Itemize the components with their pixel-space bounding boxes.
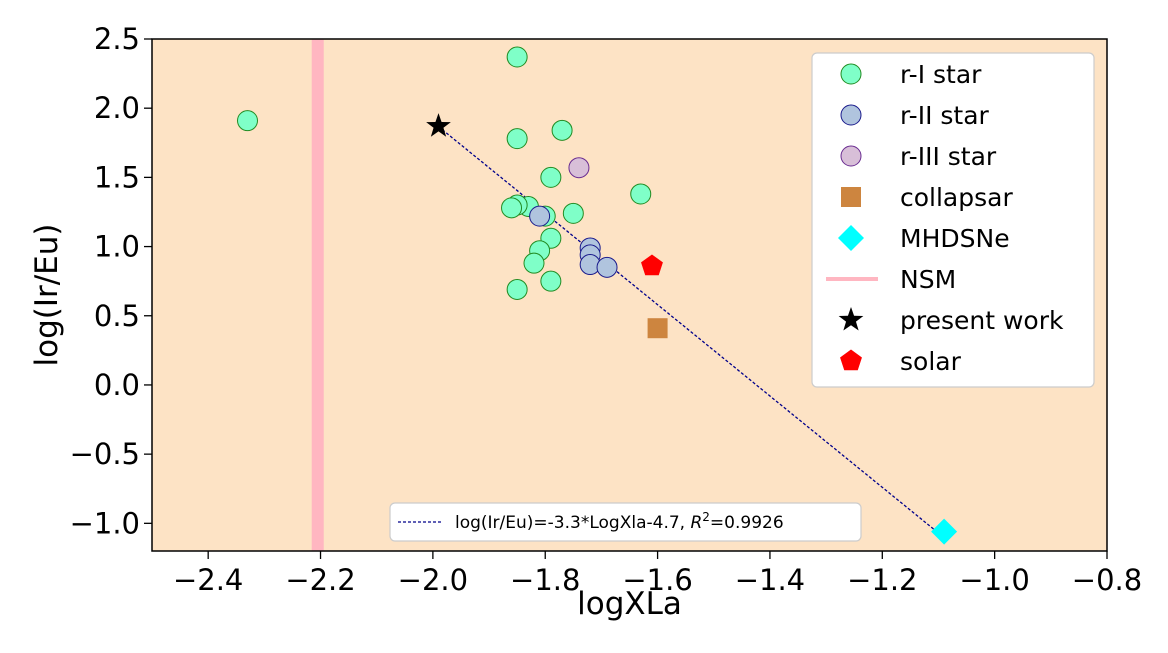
legend-label-r-ii-star: r-II star	[900, 101, 990, 130]
nsm-band-layer	[311, 39, 324, 551]
legend-label-nsm: NSM	[900, 265, 956, 294]
legend-swatch-mhdsne	[838, 225, 864, 251]
legend-swatch-r-ii-star	[840, 104, 862, 126]
x-tick-label: −2.2	[285, 563, 355, 597]
y-tick-label: 2.0	[94, 91, 140, 125]
legend-swatch-present-work	[838, 307, 864, 331]
y-tick-label: −1.0	[70, 506, 140, 540]
legend-swatch-r-i-star	[840, 63, 862, 85]
y-tick-label: 2.5	[94, 22, 140, 56]
y-tick-label: 0.0	[94, 368, 140, 402]
fit-legend: log(Ir/Eu)=-3.3*LogXla-4.7, R2=0.9926	[389, 502, 862, 542]
y-tick-label: −0.5	[70, 437, 140, 471]
legend-label-collapsar: collapsar	[900, 183, 1013, 212]
legend-label-solar: solar	[900, 347, 962, 376]
legend-label-present-work: present work	[900, 306, 1064, 335]
point-r-ii-star	[529, 205, 551, 227]
legend-swatch-collapsar	[841, 187, 861, 207]
fit-line-layer	[438, 126, 945, 539]
legend-box	[811, 52, 1095, 388]
point-r-i-star	[523, 252, 545, 274]
x-tick-label: −2.0	[398, 563, 468, 597]
x-tick-label: −1.4	[735, 563, 805, 597]
legend-label-r-iii-star: r-III star	[900, 142, 997, 171]
point-r-i-star	[562, 202, 584, 224]
x-axis-label: logXLa	[577, 586, 682, 622]
point-r-i-star	[237, 110, 258, 132]
x-tick-label: −2.4	[173, 563, 243, 597]
point-mhdsne	[931, 518, 958, 545]
fit-legend-box	[389, 502, 862, 542]
point-r-i-star	[551, 119, 573, 141]
point-solar	[641, 254, 663, 276]
point-r-i-star	[506, 128, 528, 150]
legend-swatch-r-iii-star	[840, 145, 862, 167]
legend: r-I star r-II star r-III star collapsar MHDS…	[811, 52, 1095, 388]
legend-swatch-solar	[840, 349, 862, 371]
x-tick-label: −1.8	[510, 563, 580, 597]
nsm-band	[311, 39, 324, 551]
point-r-iii-star	[568, 157, 590, 179]
x-axis-ticks: −2.4 −2.2 −2.0 −1.8 −1.6 −1.4 −1.2 −1.0 −0.8	[173, 551, 1142, 597]
point-r-i-star	[501, 197, 523, 219]
x-tick-label: −1.0	[959, 563, 1029, 597]
point-r-i-star	[506, 278, 528, 300]
point-r-i-star	[506, 46, 528, 68]
y-axis-label: log(Ir/Eu)	[29, 223, 65, 366]
plot-frame	[151, 38, 1108, 552]
point-r-ii-star	[596, 256, 618, 278]
point-r-i-star	[540, 270, 562, 292]
point-present-work	[426, 113, 451, 137]
x-tick-label: −1.6	[622, 563, 692, 597]
point-r-i-star	[540, 166, 562, 188]
x-tick-label: −1.2	[847, 563, 917, 597]
y-tick-label: 0.5	[94, 299, 140, 333]
fit-legend-label: log(Ir/Eu)=-3.3*LogXla-4.7, R2=0.9926	[455, 510, 784, 533]
y-axis-ticks: −1.0 −0.5 0.0 0.5 1.0 1.5 2.0 2.5	[70, 22, 152, 540]
legend-label-mhdsne: MHDSNe	[900, 224, 1010, 253]
fit-line	[438, 126, 945, 539]
point-r-i-star	[630, 183, 652, 205]
point-collapsar	[647, 318, 668, 339]
y-tick-label: 1.0	[94, 230, 140, 264]
legend-label-r-i-star: r-I star	[900, 60, 982, 89]
y-tick-label: 1.5	[94, 160, 140, 194]
x-tick-label: −0.8	[1072, 563, 1142, 597]
data-points-layer	[237, 46, 958, 545]
